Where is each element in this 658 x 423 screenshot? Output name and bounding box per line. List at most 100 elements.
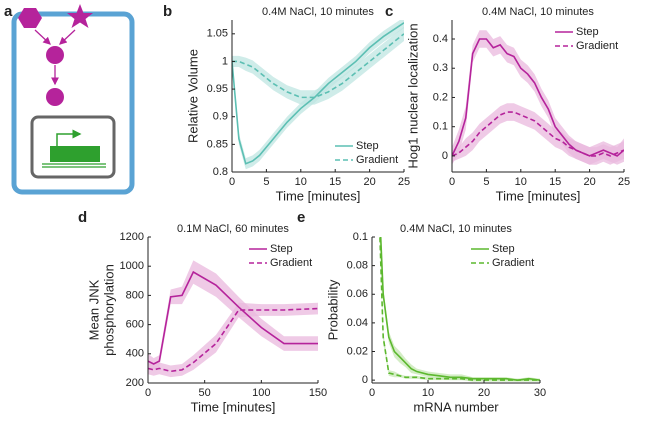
panel-letter: d [78,209,87,226]
y-tick-label: 0.2 [433,91,448,103]
x-tick-label: 20 [478,387,490,399]
confidence-band [452,30,624,165]
x-tick-label: 15 [549,176,561,188]
legend-box [332,138,400,168]
x-tick-label: 0 [449,176,455,188]
data-line [379,237,540,381]
panel-letter: c [385,3,393,20]
arrow [34,29,51,45]
y-tick-label: 0.95 [207,83,228,95]
legend-label: Step [492,243,515,255]
legend-box [552,24,620,54]
y-tick-label: 1 [222,55,228,67]
legend-label: Gradient [356,154,398,166]
y-tick-label: 0.1 [433,121,448,133]
y-axis-label: Hog1 nuclear localization [405,23,420,168]
legend: Step Gradient [332,138,400,168]
legend-label: Step [356,140,379,152]
panel-letter: e [297,209,305,226]
x-tick-label: 0 [369,387,375,399]
data-line [452,111,624,157]
node [46,88,64,106]
y-tick-label: 0.1 [353,231,368,243]
legend: Step Gradient [468,241,536,271]
x-tick-label: 0 [145,387,151,399]
plot-area [379,237,540,382]
legend-label: Gradient [492,257,534,269]
x-tick-label: 150 [309,387,327,399]
x-tick-label: 5 [263,176,269,188]
data-line [452,38,624,157]
x-tick-label: 100 [252,387,270,399]
legend: Step Gradient [246,241,314,271]
legend-box [468,241,536,271]
legend: Step Gradient [552,24,620,54]
gene [50,146,100,162]
y-tick-label: 200 [126,377,144,389]
chart-title: 0.1M NaCl, 60 minutes [177,223,289,235]
y-tick-label: 1000 [120,260,144,272]
y-tick-label: 0.06 [347,288,368,300]
x-tick-label: 20 [583,176,595,188]
y-tick-label: 0.85 [207,138,228,150]
y-tick-label: 800 [126,289,144,301]
plot-area [452,30,624,165]
plot-area [232,20,404,170]
panel-letter: a [4,3,13,20]
x-tick-label: 5 [483,176,489,188]
y-tick-label: 0 [362,374,368,386]
panel-letter: b [163,3,172,20]
data-line [232,22,404,165]
y-tick-label: 600 [126,319,144,331]
y-tick-label: 0.4 [433,33,448,45]
data-line [148,307,318,373]
line-chart: d0.1M NaCl, 60 minutes200400600800100012… [78,209,327,414]
x-axis-label: mRNA number [413,399,499,414]
y-axis-label: phosphorylation [101,264,116,356]
x-tick-label: 50 [199,387,211,399]
x-tick-label: 15 [329,176,341,188]
y-axis-label: Relative Volume [185,49,200,143]
star-stimulus [67,4,93,28]
plot-area [148,260,318,378]
legend-label: Step [270,243,293,255]
chart-title: 0.4M NaCl, 10 minutes [262,6,374,18]
legend-label: Gradient [270,257,312,269]
y-tick-label: 1200 [120,231,144,243]
line-chart: e 0.4M NaCl, 10 minutes 0 0.02 0.04 0.06 0.08 0… [297,209,546,414]
y-tick-label: 0.02 [347,345,368,357]
x-tick-label: 0 [229,176,235,188]
x-tick-label: 10 [422,387,434,399]
x-tick-label: 10 [515,176,527,188]
x-tick-label: 25 [398,176,410,188]
y-axis-label: Probability [325,279,340,340]
line-chart: c 0.4M NaCl, 10 minutes 0 0.1 0.2 0.3 0.4 0 5 10 1… [385,3,630,203]
data-line [232,33,404,99]
y-tick-label: 0.3 [433,62,448,74]
arrow [59,29,76,45]
y-tick-label: 0.9 [213,111,228,123]
data-line [379,237,540,381]
nucleus [30,115,116,179]
line-chart: b 0.4M NaCl, 10 minutes 0.8 0.85 0.9 0.95 1 1.0… [163,3,410,203]
x-tick-label: 30 [534,387,546,399]
y-axis-label: Mean JNK [86,279,101,340]
confidence-band [148,302,318,378]
y-tick-label: 0 [442,150,448,162]
y-tick-label: 0.04 [347,317,368,329]
legend-box [246,241,314,271]
x-tick-label: 25 [618,176,630,188]
chart-title: 0.4M NaCl, 10 minutes [482,6,594,18]
node [46,46,64,64]
data-line [148,270,318,365]
y-tick-label: 0.8 [213,166,228,178]
x-tick-label: 10 [295,176,307,188]
promoter-arrow [56,129,82,146]
y-tick-label: 0.08 [347,260,368,272]
x-tick-label: 20 [363,176,375,188]
x-axis-label: Time [minutes] [276,188,361,203]
y-tick-label: 400 [126,348,144,360]
chart-title: 0.4M NaCl, 10 minutes [400,223,512,235]
legend-label: Gradient [576,40,618,52]
